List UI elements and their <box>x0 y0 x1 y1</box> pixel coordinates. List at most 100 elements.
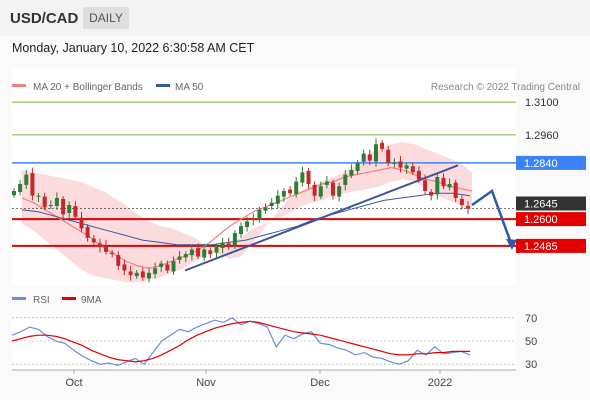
candle-body <box>24 174 29 185</box>
candle-body <box>159 263 164 267</box>
price-tag-1.2840 <box>516 155 586 170</box>
candle-body <box>349 170 354 176</box>
candle-body <box>12 191 16 196</box>
rsi-tick-label: 70 <box>525 313 537 325</box>
price-tag-1.2485 <box>516 238 586 253</box>
candle-body <box>367 154 372 161</box>
candle-body <box>183 254 188 258</box>
candle-body <box>380 142 385 149</box>
candle-body <box>404 165 409 169</box>
candle-body <box>36 195 41 197</box>
candle-body <box>226 243 231 248</box>
candle-body <box>441 177 446 187</box>
candle-body <box>318 186 323 197</box>
candle-body <box>459 198 464 205</box>
candle-body <box>306 170 311 184</box>
candle-body <box>220 242 225 248</box>
candle-body <box>61 198 66 215</box>
candle-body <box>355 162 360 171</box>
price-level-label-1.2645: 1.2645 <box>524 199 558 211</box>
candle-body <box>85 227 90 238</box>
chart-header: USD/CAD DAILY <box>0 0 590 36</box>
candle-body <box>312 184 317 196</box>
candle-body <box>386 149 391 163</box>
candle-body <box>269 202 274 206</box>
price-level-label-1.3100: 1.3100 <box>525 97 559 109</box>
candle-body <box>398 161 403 168</box>
rsi-tick-label: 30 <box>525 359 537 371</box>
candle-body <box>171 261 176 272</box>
candle-body <box>331 182 335 196</box>
candle-body <box>343 174 348 185</box>
candle-body <box>153 268 158 274</box>
candle-body <box>392 162 397 164</box>
candle-body <box>134 272 139 277</box>
candle-body <box>67 205 72 213</box>
candle-body <box>251 219 256 221</box>
candle-body <box>447 184 452 188</box>
forecast-arrow <box>471 189 514 247</box>
candle-body <box>281 191 286 197</box>
time-tick-label: Dec <box>310 377 330 389</box>
candle-body <box>189 249 194 256</box>
candle-body <box>128 271 133 276</box>
candle-body <box>288 189 293 194</box>
ma50-legend-label: MA 50 <box>175 82 204 93</box>
candle-body <box>165 264 170 271</box>
rsi-legend-label: RSI <box>33 295 50 306</box>
candle-body <box>410 166 415 173</box>
ma50-legend-swatch <box>156 84 170 87</box>
bollinger-legend-label: MA 20 + Bollinger Bands <box>33 82 143 93</box>
candle-body <box>116 255 121 266</box>
candle-body <box>18 184 23 192</box>
time-tick-label: Oct <box>65 377 82 389</box>
candles-group <box>12 138 470 283</box>
candle-body <box>257 209 262 220</box>
price-level-label-1.2485: 1.2485 <box>524 241 558 253</box>
candle-body <box>214 247 219 253</box>
rsi-tick-label: 50 <box>525 336 537 348</box>
candle-body <box>423 180 428 191</box>
candle-body <box>435 177 440 195</box>
candle-body <box>232 233 237 246</box>
timestamp: Monday, January 10, 2022 6:30:58 AM CET <box>12 41 255 55</box>
candle-body <box>42 196 47 208</box>
candle-body <box>429 191 434 196</box>
price-tag-1.2600 <box>516 212 586 227</box>
candle-body <box>196 248 201 257</box>
ma9-legend-label: 9MA <box>81 295 102 306</box>
candle-body <box>140 271 145 278</box>
bollinger-band-fill <box>22 141 472 283</box>
rsi-series-1 <box>11 320 470 363</box>
candle-body <box>30 173 35 196</box>
timeframe-badge[interactable]: DAILY <box>83 7 129 29</box>
candle-body <box>122 264 127 271</box>
candle-body <box>324 181 329 185</box>
candle-body <box>416 170 421 180</box>
candle-body <box>202 249 207 258</box>
ma9-legend-swatch <box>62 297 76 300</box>
candle-body <box>361 153 366 162</box>
symbol-label: USD/CAD <box>10 10 79 27</box>
candle-body <box>48 205 53 206</box>
candle-body <box>54 198 59 206</box>
ma20-line <box>21 166 473 269</box>
candle-body <box>91 238 96 243</box>
candle-body <box>294 181 299 195</box>
candle-body <box>374 144 378 162</box>
trendline <box>184 164 459 272</box>
time-tick-label: Nov <box>196 377 216 389</box>
candle-body <box>300 172 305 183</box>
price-tag-1.2645 <box>516 196 586 211</box>
rsi-series-0 <box>11 317 471 367</box>
price-level-label-1.2600: 1.2600 <box>524 214 558 226</box>
candle-body <box>245 221 250 227</box>
candle-body <box>73 206 78 217</box>
candle-body <box>275 195 280 204</box>
candle-body <box>208 250 213 255</box>
ma50-line <box>21 192 471 246</box>
candle-body <box>337 186 342 197</box>
candle-body <box>177 256 182 260</box>
candle-body <box>466 206 470 209</box>
